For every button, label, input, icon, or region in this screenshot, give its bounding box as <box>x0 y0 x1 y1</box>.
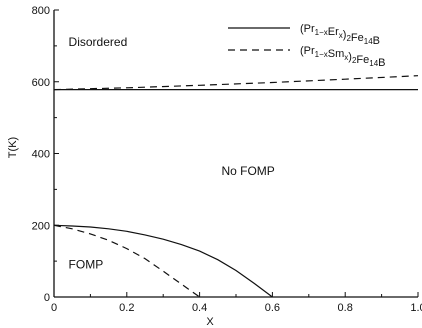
y-tick-label: 400 <box>32 149 50 161</box>
legend-entry-dashed: (Pr1−xSmx)2Fe14B <box>300 45 386 69</box>
legend-entry-solid: (Pr1−xErx)2Fe14B <box>300 23 380 47</box>
y-axis-label: T(K) <box>7 137 19 158</box>
x-tick-label: 0.4 <box>192 302 207 314</box>
y-tick-label: 0 <box>44 292 50 304</box>
region-label-1: No FOMP <box>221 164 274 178</box>
series-solid-curve-0 <box>53 224 273 298</box>
region-label-2: FOMP <box>69 257 104 271</box>
x-tick-label: 0.6 <box>265 302 280 314</box>
x-tick-label: 0.8 <box>338 302 353 314</box>
x-tick-label: 0.2 <box>119 302 134 314</box>
ticks: 0 0.2 0.4 0.6 0.8 1.0 0 200 400 600 800 <box>32 5 422 314</box>
y-tick-label: 200 <box>32 220 50 232</box>
region-label-0: Disordered <box>69 35 128 49</box>
x-axis-label: X <box>206 316 214 328</box>
series-dashed-curve-3 <box>53 75 419 91</box>
x-tick-label: 0 <box>51 302 57 314</box>
series-dashed-curve-2 <box>53 224 200 298</box>
legend: (Pr1−xErx)2Fe14B(Pr1−xSmx)2Fe14B <box>228 23 386 69</box>
curves <box>53 75 419 298</box>
x-tick-label: 1.0 <box>410 302 422 314</box>
region-labels: Disordered No FOMP FOMP <box>69 35 275 271</box>
y-tick-label: 600 <box>32 77 50 89</box>
y-tick-label: 800 <box>32 5 50 17</box>
